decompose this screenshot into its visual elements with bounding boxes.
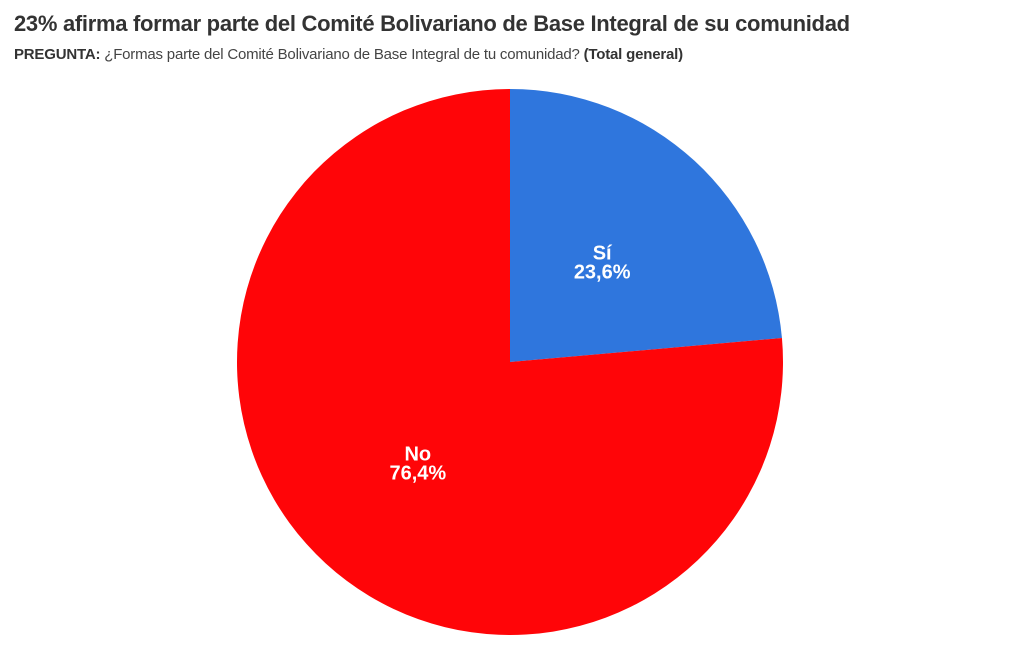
slice-value-label: 76,4%	[389, 463, 446, 485]
pie-slice-si	[510, 89, 782, 362]
question-suffix: (Total general)	[583, 46, 683, 63]
slice-value-label: 23,6%	[574, 261, 631, 283]
question-text: ¿Formas parte del Comité Bolivariano de …	[100, 46, 584, 63]
pie-slice-no	[236, 89, 783, 635]
chart-title: 23% afirma formar parte del Comité Boliv…	[14, 11, 850, 36]
slice-category-label: Sí	[593, 242, 613, 264]
slice-category-label: No	[404, 444, 431, 466]
chart-subtitle: PREGUNTA: ¿Formas parte del Comité Boliv…	[14, 46, 683, 63]
question-prefix: PREGUNTA:	[14, 46, 101, 63]
pie-slices	[236, 89, 783, 635]
